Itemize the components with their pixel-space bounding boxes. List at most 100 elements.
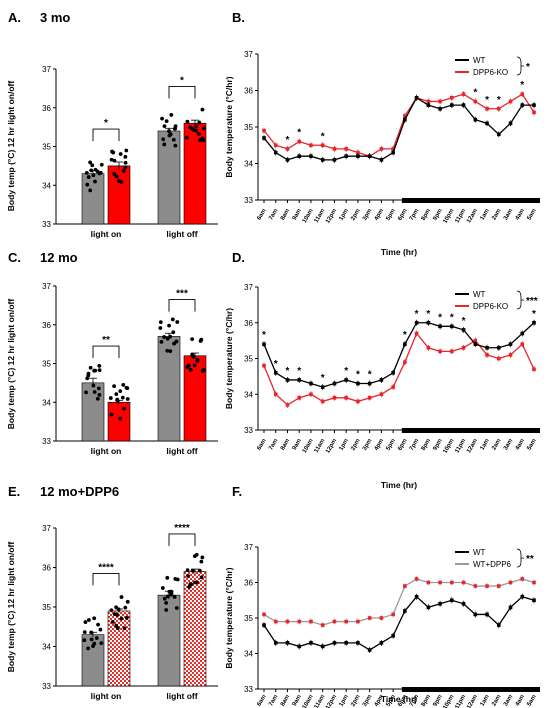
data-point xyxy=(200,136,205,141)
y-axis-title: Body temp (°C) 12 hr light on/off xyxy=(6,542,16,673)
data-point xyxy=(199,575,204,580)
data-point xyxy=(262,128,266,133)
y-tick-label: 35 xyxy=(244,614,253,623)
point-significance: * xyxy=(274,359,278,370)
data-point xyxy=(95,396,100,401)
data-point xyxy=(320,644,325,649)
significance-bracket xyxy=(92,572,120,586)
data-point xyxy=(297,619,302,624)
data-point xyxy=(165,336,170,341)
data-point xyxy=(262,623,266,627)
data-point xyxy=(508,353,513,357)
x-tick-label: 2pm xyxy=(350,438,361,452)
significance-label: * xyxy=(180,75,184,86)
data-point xyxy=(520,103,525,107)
y-tick-label: 34 xyxy=(244,160,253,169)
data-point xyxy=(403,342,407,346)
y-axis-title: Body temperature (°C/hr) xyxy=(224,76,234,177)
data-point xyxy=(98,170,103,175)
data-point xyxy=(367,381,372,386)
data-point xyxy=(450,349,454,354)
point-significance: * xyxy=(286,135,290,146)
data-point xyxy=(520,92,525,96)
x-tick-label: 3pm xyxy=(362,438,373,452)
point-significance: * xyxy=(262,330,266,341)
significance-bracket xyxy=(168,299,196,312)
x-tick-label: 3am xyxy=(503,694,514,707)
data-point xyxy=(86,646,91,651)
data-point xyxy=(93,167,98,172)
data-point xyxy=(82,630,87,635)
data-point xyxy=(332,147,337,151)
legend-bracket xyxy=(516,56,524,76)
data-point xyxy=(167,323,171,328)
data-point xyxy=(115,398,120,403)
data-point xyxy=(379,641,384,645)
data-point xyxy=(344,619,348,624)
x-tick-label: 2am xyxy=(491,694,502,707)
data-point xyxy=(496,584,501,588)
data-point xyxy=(438,349,442,354)
point-significance: * xyxy=(462,316,466,327)
data-point xyxy=(450,96,454,100)
legend-label: WT+DPP6 xyxy=(473,560,512,569)
data-point xyxy=(262,342,266,346)
panel-a-title: 3 mo xyxy=(40,10,70,25)
data-point xyxy=(168,349,173,354)
data-point xyxy=(171,137,176,142)
data-point xyxy=(194,124,199,129)
data-point xyxy=(86,175,91,179)
data-point xyxy=(158,326,163,330)
x-tick-label: 12am xyxy=(466,438,479,454)
data-point xyxy=(84,170,89,175)
data-point xyxy=(164,600,169,605)
data-point xyxy=(187,585,192,589)
point-significance: * xyxy=(438,312,442,323)
data-point xyxy=(344,396,348,400)
bar xyxy=(183,571,207,687)
data-point xyxy=(367,154,372,158)
y-tick-label: 36 xyxy=(244,579,253,588)
data-point xyxy=(92,616,97,621)
data-point xyxy=(161,137,166,142)
data-point xyxy=(520,331,525,336)
y-tick-label: 37 xyxy=(244,50,253,59)
data-point xyxy=(391,633,395,638)
y-tick-label: 35 xyxy=(244,355,253,364)
data-point xyxy=(320,385,325,389)
data-point xyxy=(160,116,164,121)
category-label: light on xyxy=(91,229,122,239)
point-significance: * xyxy=(356,370,360,381)
data-point xyxy=(356,641,360,645)
x-tick-label: 6pm xyxy=(397,438,408,452)
x-tick-label: 4pm xyxy=(374,208,385,222)
data-point xyxy=(185,119,190,124)
data-point xyxy=(273,641,278,645)
data-point xyxy=(88,188,93,193)
panel-e-title: 12 mo+DPP6 xyxy=(40,484,119,499)
series-line xyxy=(263,96,534,161)
significance-label: ** xyxy=(102,335,110,346)
data-point xyxy=(414,594,419,599)
data-point xyxy=(367,648,372,652)
data-point xyxy=(123,605,128,610)
point-significance: * xyxy=(344,366,348,377)
data-point xyxy=(450,580,454,585)
data-point xyxy=(194,552,199,557)
x-tick-label: 5pm xyxy=(385,438,396,452)
data-point xyxy=(90,163,95,168)
x-tick-label: 10pm xyxy=(443,208,456,225)
y-axis-title: Body temperature (°C/hr) xyxy=(224,308,234,409)
data-point xyxy=(309,392,313,397)
x-axis-title: Time (hr) xyxy=(381,247,417,257)
x-tick-label: 9am xyxy=(292,208,303,221)
data-point xyxy=(285,378,290,382)
x-tick-label: 5am xyxy=(527,438,538,451)
y-tick-label: 37 xyxy=(244,283,253,292)
data-point xyxy=(185,568,190,573)
y-axis-title: Body temperature (°C/hr) xyxy=(224,567,234,668)
data-point xyxy=(121,169,126,173)
data-point xyxy=(169,589,174,594)
data-point xyxy=(520,342,525,346)
data-point xyxy=(98,627,103,632)
